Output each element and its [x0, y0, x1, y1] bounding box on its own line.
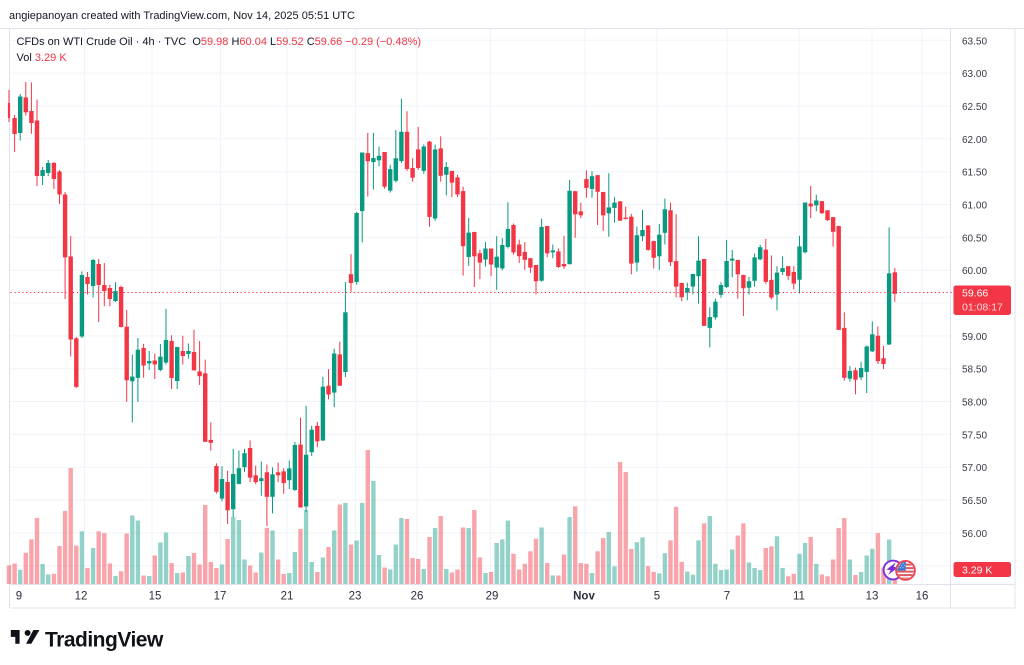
- svg-text:57.50: 57.50: [962, 430, 987, 441]
- svg-text:5: 5: [654, 591, 660, 603]
- svg-text:56.00: 56.00: [962, 529, 987, 540]
- svg-text:17: 17: [214, 591, 227, 603]
- svg-text:58.00: 58.00: [962, 398, 987, 409]
- svg-text:CFDs on WTI Crude Oil · 4h · T: CFDs on WTI Crude Oil · 4h · TVC O59.98 …: [17, 36, 422, 48]
- svg-text:60.50: 60.50: [962, 233, 987, 244]
- svg-text:15: 15: [149, 591, 162, 603]
- svg-text:57.00: 57.00: [962, 463, 987, 474]
- svg-text:26: 26: [411, 591, 424, 603]
- svg-text:TradingView: TradingView: [45, 629, 164, 652]
- svg-text:9: 9: [16, 591, 22, 603]
- svg-text:23: 23: [349, 591, 362, 603]
- svg-text:01:08:17: 01:08:17: [962, 302, 1003, 314]
- svg-text:63.50: 63.50: [962, 36, 987, 47]
- svg-text:63.00: 63.00: [962, 69, 987, 80]
- svg-text:Vol 3.29 K: Vol 3.29 K: [17, 52, 68, 64]
- svg-text:61.00: 61.00: [962, 201, 987, 212]
- svg-text:62.00: 62.00: [962, 135, 987, 146]
- svg-text:29: 29: [486, 591, 499, 603]
- svg-text:62.50: 62.50: [962, 102, 987, 113]
- svg-text:58.50: 58.50: [962, 365, 987, 376]
- svg-text:61.50: 61.50: [962, 168, 987, 179]
- svg-text:7: 7: [724, 591, 730, 603]
- svg-text:21: 21: [281, 591, 294, 603]
- svg-text:12: 12: [75, 591, 88, 603]
- svg-text:59.00: 59.00: [962, 332, 987, 343]
- svg-text:angiepanoyan created with Trad: angiepanoyan created with TradingView.co…: [9, 10, 355, 22]
- svg-text:59.66: 59.66: [962, 288, 988, 300]
- svg-text:3.29 K: 3.29 K: [962, 565, 992, 577]
- svg-text:56.50: 56.50: [962, 496, 987, 507]
- svg-text:Nov: Nov: [573, 591, 595, 603]
- svg-text:60.00: 60.00: [962, 266, 987, 277]
- svg-text:16: 16: [916, 591, 929, 603]
- svg-text:13: 13: [866, 591, 879, 603]
- svg-text:11: 11: [793, 591, 805, 603]
